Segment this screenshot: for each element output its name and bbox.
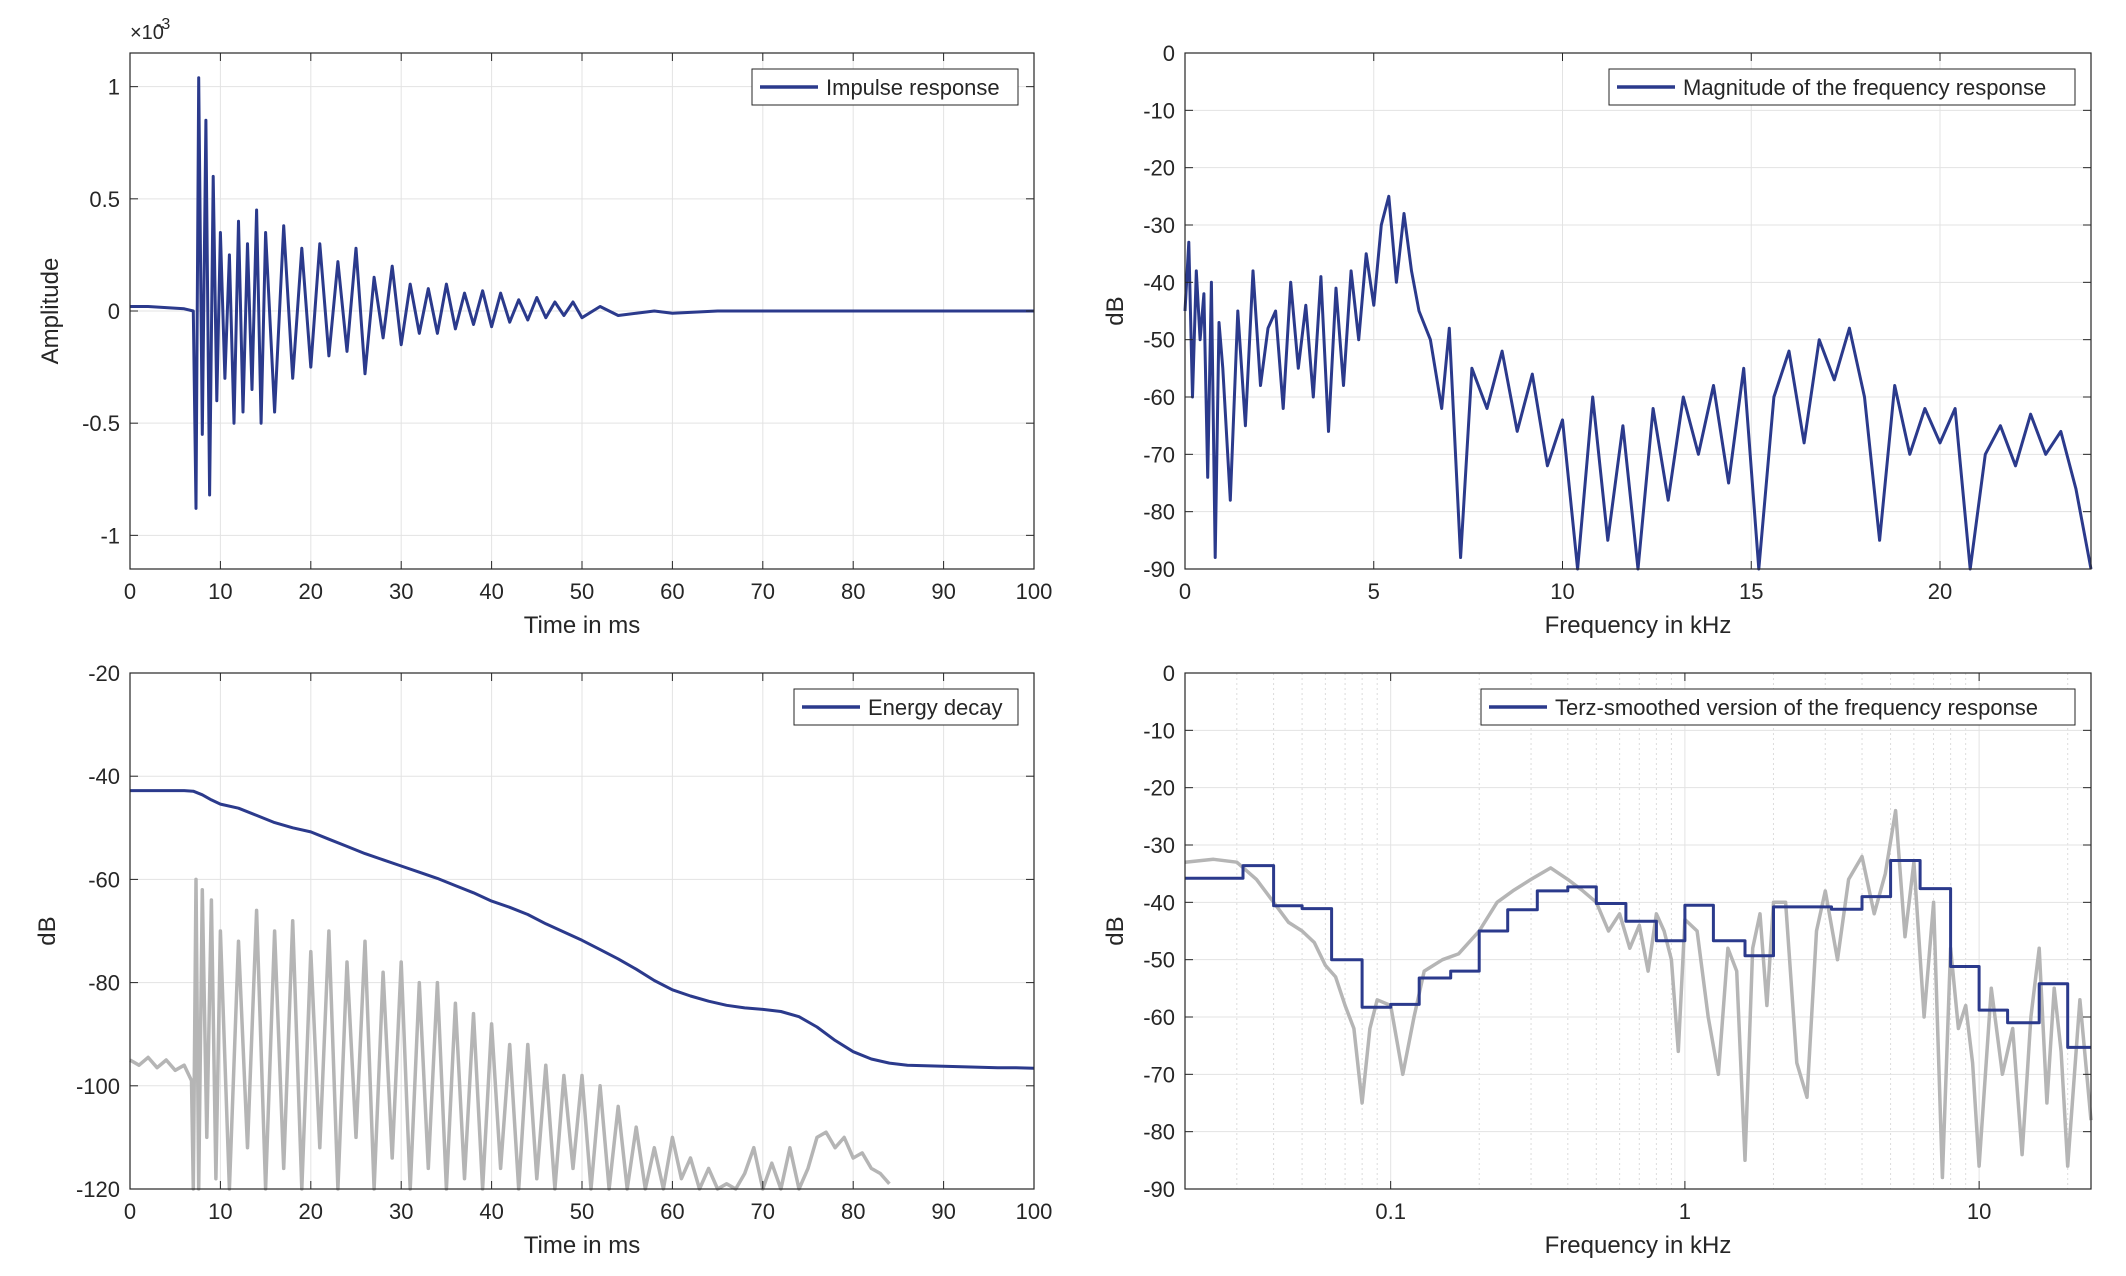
y-tick-label: -40 <box>88 764 120 789</box>
y-tick-label: -20 <box>1143 776 1175 801</box>
x-tick-label: 1 <box>1679 1199 1691 1224</box>
y-tick-label: -20 <box>88 661 120 686</box>
y-tick-label: -90 <box>1143 557 1175 582</box>
y-tick-label: 0.5 <box>89 187 120 212</box>
y-tick-label: -50 <box>1143 328 1175 353</box>
y-exponent-power: -3 <box>156 16 170 33</box>
x-tick-label: 70 <box>751 579 775 604</box>
y-tick-label: -10 <box>1143 98 1175 123</box>
y-tick-label: -10 <box>1143 718 1175 743</box>
x-tick-label: 90 <box>931 1199 955 1224</box>
y-tick-label: -60 <box>1143 385 1175 410</box>
series-line-reference <box>129 877 891 1191</box>
y-axis-label: dB <box>1102 296 1129 325</box>
y-tick-label: -40 <box>1143 890 1175 915</box>
legend: Magnitude of the frequency response <box>1608 68 2076 106</box>
y-tick-label: -120 <box>76 1177 120 1202</box>
x-tick-label: 0 <box>124 579 136 604</box>
grid <box>1185 672 2091 1190</box>
y-tick-label: 0 <box>1163 41 1175 66</box>
axes-box <box>1184 672 2092 1190</box>
y-axis-label: dB <box>34 916 61 945</box>
y-tick-label: -100 <box>76 1074 120 1099</box>
y-tick-label: -80 <box>88 971 120 996</box>
x-axis-label: Time in ms <box>524 612 640 639</box>
y-axis-label: dB <box>1102 916 1129 945</box>
x-tick-label: 30 <box>389 1199 413 1224</box>
x-tick-label: 10 <box>208 1199 232 1224</box>
y-tick-label: -60 <box>1143 1005 1175 1030</box>
x-tick-label: 60 <box>660 1199 684 1224</box>
y-tick-label: -30 <box>1143 833 1175 858</box>
x-tick-label: 50 <box>570 579 594 604</box>
series-line-magnitude <box>1183 194 2093 571</box>
x-tick-label: 5 <box>1368 579 1380 604</box>
chart-magnitude: 0 5 10 15 20 0 -10 -20 -30 -40 -50 -60 -70 -80 -90 Freq… <box>1102 41 2093 639</box>
legend-box <box>1480 688 2076 726</box>
legend-label: Terz-smoothed version of the frequency r… <box>1555 695 2038 720</box>
x-tick-label: 60 <box>660 579 684 604</box>
legend: Terz-smoothed version of the frequency r… <box>1480 688 2076 726</box>
series-line-terz <box>1185 859 2091 1049</box>
series-line-reference <box>1184 808 2093 1180</box>
x-tick-label: 10 <box>1550 579 1574 604</box>
x-tick-label: 80 <box>841 1199 865 1224</box>
y-tick-label: -30 <box>1143 213 1175 238</box>
x-tick-label: 10 <box>208 579 232 604</box>
y-tick-label: -20 <box>1143 156 1175 181</box>
x-tick-label: 0.1 <box>1375 1199 1406 1224</box>
legend: Impulse response <box>751 68 1019 106</box>
x-tick-label: 50 <box>570 1199 594 1224</box>
legend-box <box>1608 68 2076 106</box>
y-tick-label: -50 <box>1143 948 1175 973</box>
legend-label: Impulse response <box>826 75 1000 100</box>
y-tick-label: -80 <box>1143 1120 1175 1145</box>
x-tick-label: 100 <box>1016 1199 1053 1224</box>
y-tick-label: 1 <box>108 75 120 100</box>
y-tick-label: -0.5 <box>82 411 120 436</box>
y-tick-label: -1 <box>100 523 120 548</box>
y-axis-label: Amplitude <box>37 258 64 365</box>
x-tick-label: 10 <box>1967 1199 1991 1224</box>
x-tick-label: 80 <box>841 579 865 604</box>
y-tick-label: -60 <box>88 867 120 892</box>
axes-box <box>1184 52 2092 570</box>
x-axis-label: Frequency in kHz <box>1545 1232 1732 1259</box>
x-tick-label: 0 <box>1179 579 1191 604</box>
chart-terz: 0.1 1 10 0 -10 -20 -30 -40 -50 -60 -70 -80 -90 Freque… <box>1102 661 2093 1259</box>
series-line-impulse <box>130 76 1034 510</box>
x-axis-label: Frequency in kHz <box>1545 612 1732 639</box>
y-tick-label: -70 <box>1143 1062 1175 1087</box>
x-tick-label: 70 <box>751 1199 775 1224</box>
x-axis-label: Time in ms <box>524 1232 640 1259</box>
chart-energy: 0 10 20 30 40 50 60 70 80 90 100 -20 -40 -60 -80 -100 -1… <box>34 661 1052 1259</box>
x-tick-label: 20 <box>299 1199 323 1224</box>
x-tick-label: 20 <box>1928 579 1952 604</box>
y-tick-label: -40 <box>1143 270 1175 295</box>
legend-label: Magnitude of the frequency response <box>1683 75 2046 100</box>
x-tick-label: 15 <box>1739 579 1763 604</box>
x-tick-label: 40 <box>479 1199 503 1224</box>
x-tick-label: 100 <box>1016 579 1053 604</box>
y-tick-label: -70 <box>1143 442 1175 467</box>
legend: Energy decay <box>793 688 1019 726</box>
legend-label: Energy decay <box>868 695 1003 720</box>
plot-area <box>1185 53 2091 569</box>
x-tick-label: 30 <box>389 579 413 604</box>
x-tick-label: 40 <box>479 579 503 604</box>
x-tick-label: 0 <box>124 1199 136 1224</box>
y-tick-label: 0 <box>1163 661 1175 686</box>
series-line-energy <box>130 789 1035 1070</box>
x-tick-label: 20 <box>299 579 323 604</box>
x-tick-label: 90 <box>931 579 955 604</box>
y-exponent-label: ×10 <box>130 22 164 44</box>
y-tick-label: -80 <box>1143 500 1175 525</box>
y-tick-label: -90 <box>1143 1177 1175 1202</box>
chart-impulse: 0 10 20 30 40 50 60 70 80 90 100 1 0.5 0 -0.5 -1 Time in… <box>37 16 1052 639</box>
y-tick-label: 0 <box>108 299 120 324</box>
